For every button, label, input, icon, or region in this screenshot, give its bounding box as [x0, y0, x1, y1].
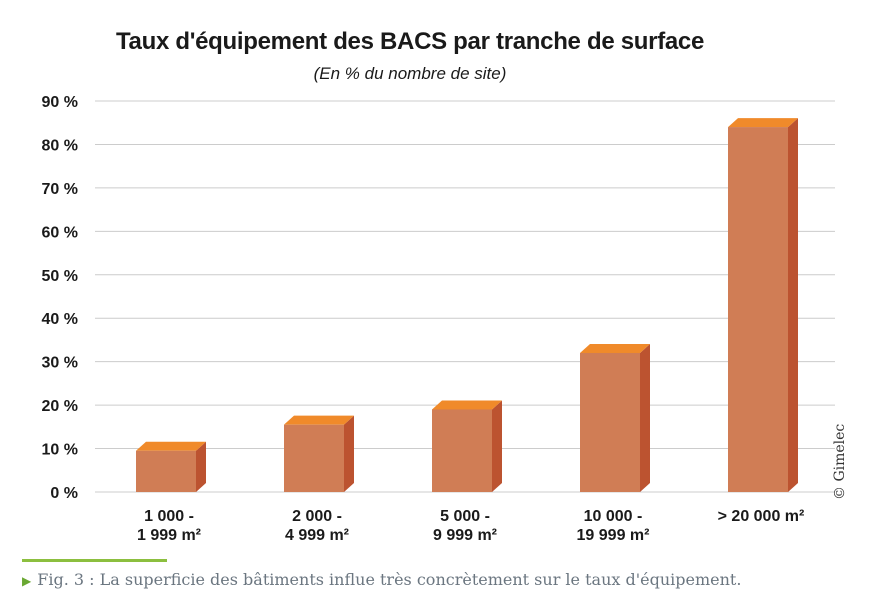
x-category-label: 19 999 m²	[577, 527, 650, 544]
y-tick-label: 60 %	[42, 224, 78, 241]
y-tick-label: 50 %	[42, 268, 78, 285]
caption-divider	[22, 559, 167, 562]
bar	[136, 441, 206, 492]
triangle-right-icon: ▶	[22, 574, 32, 588]
y-tick-label: 90 %	[42, 94, 78, 111]
bar-front	[432, 409, 492, 492]
x-category-label: 5 000 -	[440, 508, 490, 525]
chart-subtitle: (En % du nombre de site)	[313, 64, 507, 83]
x-category-label: 10 000 -	[584, 508, 643, 525]
bar-front	[136, 450, 196, 492]
x-category-label: 9 999 m²	[433, 527, 497, 544]
chart-title: Taux d'équipement des BACS par tranche d…	[115, 28, 705, 55]
y-tick-label: 30 %	[42, 355, 78, 372]
bar-side	[788, 118, 798, 493]
bar-top	[136, 441, 206, 451]
bar-side	[492, 400, 502, 492]
y-tick-label: 20 %	[42, 398, 78, 415]
bar	[284, 415, 354, 492]
bar	[580, 343, 650, 492]
bar-top	[432, 400, 502, 410]
x-category-label: 1 000 -	[144, 508, 194, 525]
y-tick-label: 80 %	[42, 137, 78, 154]
bar-side	[196, 441, 206, 492]
y-tick-label: 10 %	[42, 442, 78, 459]
bar	[432, 400, 502, 492]
x-axis-categories: 1 000 - 1 999 m² 2 000 - 4 999 m² 5 000 - 9 9…	[137, 508, 804, 544]
bars	[136, 118, 798, 493]
bar-side	[640, 343, 650, 492]
y-tick-label: 40 %	[42, 311, 78, 328]
credit-text: © Gimelec	[832, 423, 848, 500]
x-category-label: 4 999 m²	[285, 527, 349, 544]
x-category-label: 2 000 -	[292, 508, 342, 525]
y-tick-label: 70 %	[42, 181, 78, 198]
bar	[728, 118, 798, 493]
bar-chart: 0 %10 %20 %30 %40 %50 %60 %70 %80 %90 % …	[42, 94, 835, 544]
bar-top	[580, 343, 650, 353]
caption-text: Fig. 3 : La superficie des bâtiments inf…	[37, 570, 742, 589]
bar-side	[344, 415, 354, 492]
bar-front	[728, 127, 788, 493]
y-axis-ticks: 0 % 10 % 20 % 30 % 40 % 50 % 60 % 70 % 80 % 90 %	[42, 94, 78, 502]
bar-front	[284, 424, 344, 492]
bar-top	[284, 415, 354, 425]
y-tick-label: 0 %	[50, 485, 78, 502]
bar-front	[580, 352, 640, 492]
x-category-label: > 20 000 m²	[718, 508, 805, 525]
figure-caption: ▶ Fig. 3 : La superficie des bâtiments in…	[22, 570, 741, 589]
bar-top	[728, 118, 798, 128]
x-category-label: 1 999 m²	[137, 527, 201, 544]
